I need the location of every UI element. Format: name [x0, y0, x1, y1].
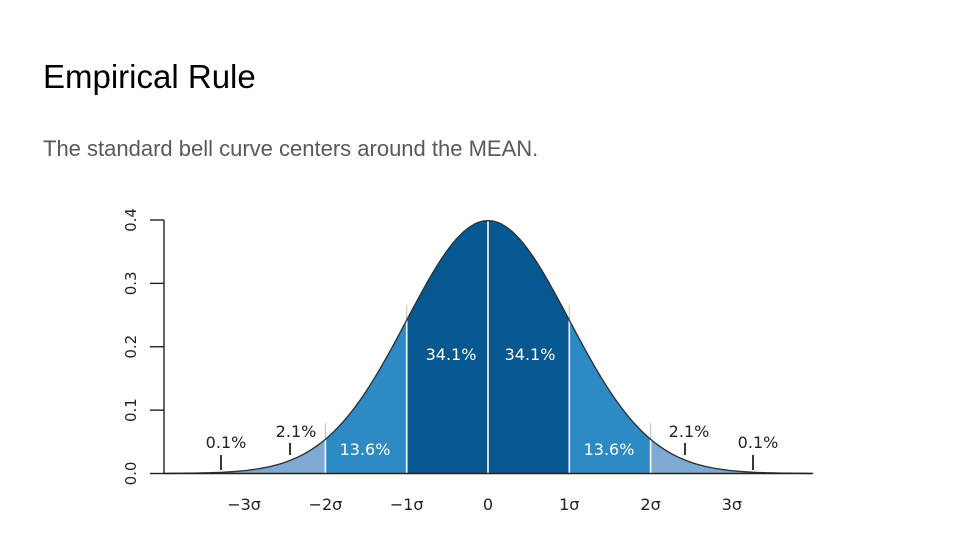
region-label-3: 34.1%: [426, 345, 477, 364]
x-tick-label-5: 2σ: [640, 495, 660, 514]
y-tick-label-0: 0.0: [122, 462, 140, 486]
region-1: [244, 439, 326, 474]
bell-curve-line: [162, 219, 814, 475]
region-label-0: 0.1%: [206, 433, 247, 452]
region-label-6: 2.1%: [669, 422, 710, 441]
slide-title: Empirical Rule: [43, 58, 256, 95]
x-tick-label-6: 3σ: [722, 495, 742, 514]
y-tick-label-1: 0.1: [122, 398, 140, 422]
y-tick-label-3: 0.3: [122, 271, 140, 295]
region-label-1: 2.1%: [276, 422, 317, 441]
x-tick-label-0: −3σ: [227, 495, 261, 514]
region-label-2: 13.6%: [340, 440, 391, 459]
x-tick-label-4: 1σ: [559, 495, 579, 514]
x-tick-label-1: −2σ: [309, 495, 343, 514]
y-tick-label-4: 0.4: [122, 208, 140, 232]
slide-subtitle: The standard bell curve centers around t…: [43, 136, 539, 161]
region-label-4: 34.1%: [505, 345, 556, 364]
region-label-7: 0.1%: [738, 433, 779, 452]
region-6: [650, 439, 732, 474]
x-tick-label-3: 0: [483, 495, 493, 514]
region-label-5: 13.6%: [584, 440, 635, 459]
x-tick-label-2: −1σ: [390, 495, 424, 514]
y-tick-label-2: 0.2: [122, 335, 140, 359]
